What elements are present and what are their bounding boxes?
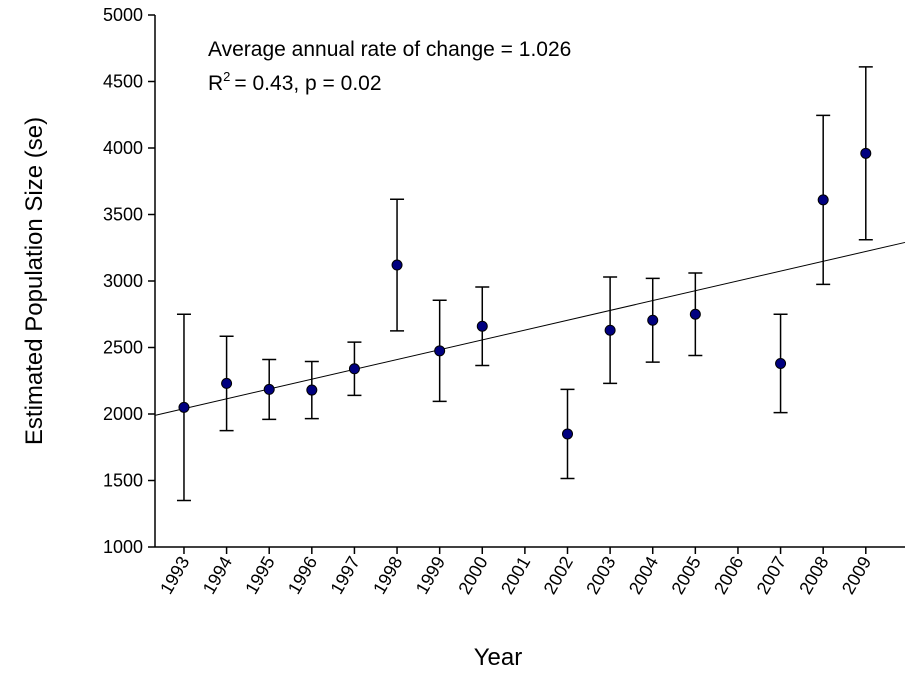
y-tick-label: 5000 bbox=[103, 5, 143, 25]
y-tick-label: 4000 bbox=[103, 138, 143, 158]
annotation: R2 = 0.43, p = 0.02 bbox=[208, 69, 382, 95]
point bbox=[689, 308, 701, 320]
annotation: 2 bbox=[223, 69, 230, 84]
annotation: = 0.43, p = 0.02 bbox=[234, 72, 381, 95]
y-tick-label: 1500 bbox=[103, 471, 143, 491]
annotation: Average annual rate of change = 1.026 bbox=[208, 38, 571, 61]
x-tick-label: 1996 bbox=[284, 553, 321, 598]
x-tick-label: 2005 bbox=[667, 553, 704, 598]
x-tick-label: 2008 bbox=[795, 553, 832, 598]
trend-line bbox=[154, 241, 906, 416]
x-tick-label: 2007 bbox=[753, 553, 790, 598]
x-tick-label: 1999 bbox=[412, 553, 449, 598]
point bbox=[221, 377, 233, 389]
point bbox=[860, 147, 872, 159]
point bbox=[817, 194, 829, 206]
x-axis-label: Year bbox=[474, 644, 523, 671]
point bbox=[775, 357, 787, 369]
point bbox=[391, 259, 403, 271]
point bbox=[604, 324, 616, 336]
x-tick-label: 1997 bbox=[327, 553, 364, 598]
point bbox=[306, 384, 318, 396]
x-tick-label: 2006 bbox=[710, 553, 747, 598]
point bbox=[348, 363, 360, 375]
x-tick-label: 2002 bbox=[540, 553, 577, 598]
x-tick-label: 1993 bbox=[156, 553, 193, 598]
x-tick-label: 1994 bbox=[199, 553, 236, 598]
y-axis-label: Estimated Population Size (se) bbox=[21, 117, 48, 445]
x-tick-label: 1995 bbox=[241, 553, 278, 598]
y-tick-label: 3500 bbox=[103, 205, 143, 225]
point bbox=[562, 428, 573, 440]
x-tick-label: 2000 bbox=[454, 553, 491, 598]
x-tick-label: 2004 bbox=[625, 553, 662, 598]
annotation: R bbox=[208, 72, 223, 95]
y-tick-label: 4500 bbox=[103, 72, 143, 92]
y-tick-label: 3000 bbox=[103, 271, 143, 291]
x-tick-label: 2001 bbox=[497, 553, 534, 598]
x-tick-label: 2009 bbox=[838, 553, 875, 598]
y-tick-label: 2000 bbox=[103, 404, 143, 424]
point bbox=[434, 345, 446, 357]
x-tick-label: 2003 bbox=[582, 553, 619, 598]
x-tick-label: 1998 bbox=[369, 553, 406, 598]
y-tick-label: 1000 bbox=[103, 537, 143, 557]
point bbox=[263, 383, 275, 395]
point bbox=[476, 320, 488, 332]
point bbox=[647, 314, 659, 326]
y-tick-label: 2500 bbox=[103, 338, 143, 358]
point bbox=[178, 401, 190, 413]
